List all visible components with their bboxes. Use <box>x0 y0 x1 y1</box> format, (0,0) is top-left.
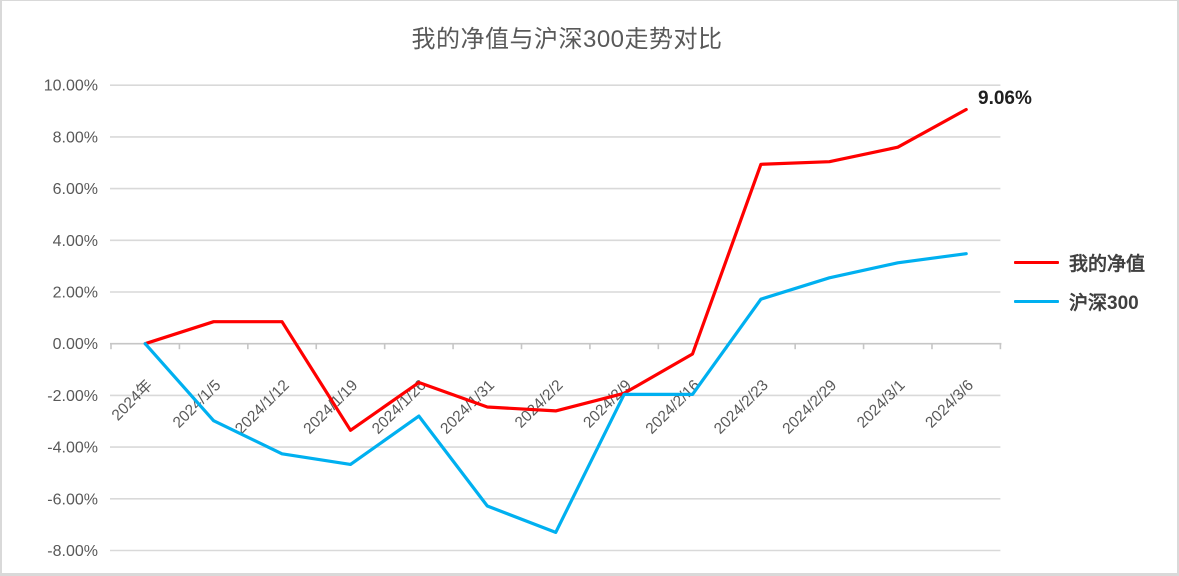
y-axis-label: -2.00% <box>47 388 98 405</box>
y-axis-label: 8.00% <box>53 129 98 146</box>
y-axis-label: -4.00% <box>47 440 98 457</box>
y-axis-label: 4.00% <box>53 233 98 250</box>
x-axis-label: 2024/2/23 <box>711 377 772 438</box>
chart-title: 我的净值与沪深300走势对比 <box>411 26 723 53</box>
y-axis-label: 2.00% <box>53 285 98 302</box>
y-axis-label: 6.00% <box>53 181 98 198</box>
x-axis-label: 2024/3/1 <box>854 377 909 432</box>
legend-item-hs300[interactable]: 沪深300 <box>1014 288 1145 315</box>
y-axis-label: 0.00% <box>53 336 98 353</box>
legend: 我的净值 沪深300 <box>1014 249 1145 315</box>
x-axis-label: 2024/2/2 <box>512 377 567 432</box>
legend-line-sample-blue <box>1014 300 1059 303</box>
x-axis-label: 2024年 <box>108 376 156 424</box>
legend-line-sample-red <box>1014 261 1059 264</box>
x-axis-label: 2024/2/16 <box>643 377 704 438</box>
x-axis-label: 2024/2/9 <box>580 377 635 432</box>
series-line-hs300 <box>143 252 968 535</box>
x-axis-label: 2024/2/29 <box>779 377 840 438</box>
x-axis-label: 2024/1/12 <box>232 377 293 438</box>
legend-label-my-networth: 我的净值 <box>1069 254 1146 275</box>
series-line-my-networth <box>143 107 968 432</box>
y-axis-label: -6.00% <box>47 491 98 508</box>
y-axis-label: 10.00% <box>44 78 98 95</box>
x-axis-label: 2024/3/6 <box>922 377 977 432</box>
y-axis-label: -8.00% <box>47 543 98 560</box>
legend-item-my-networth[interactable]: 我的净值 <box>1014 249 1145 276</box>
legend-label-hs300: 沪深300 <box>1069 293 1139 314</box>
series-end-value-label: 9.06% <box>978 88 1032 109</box>
